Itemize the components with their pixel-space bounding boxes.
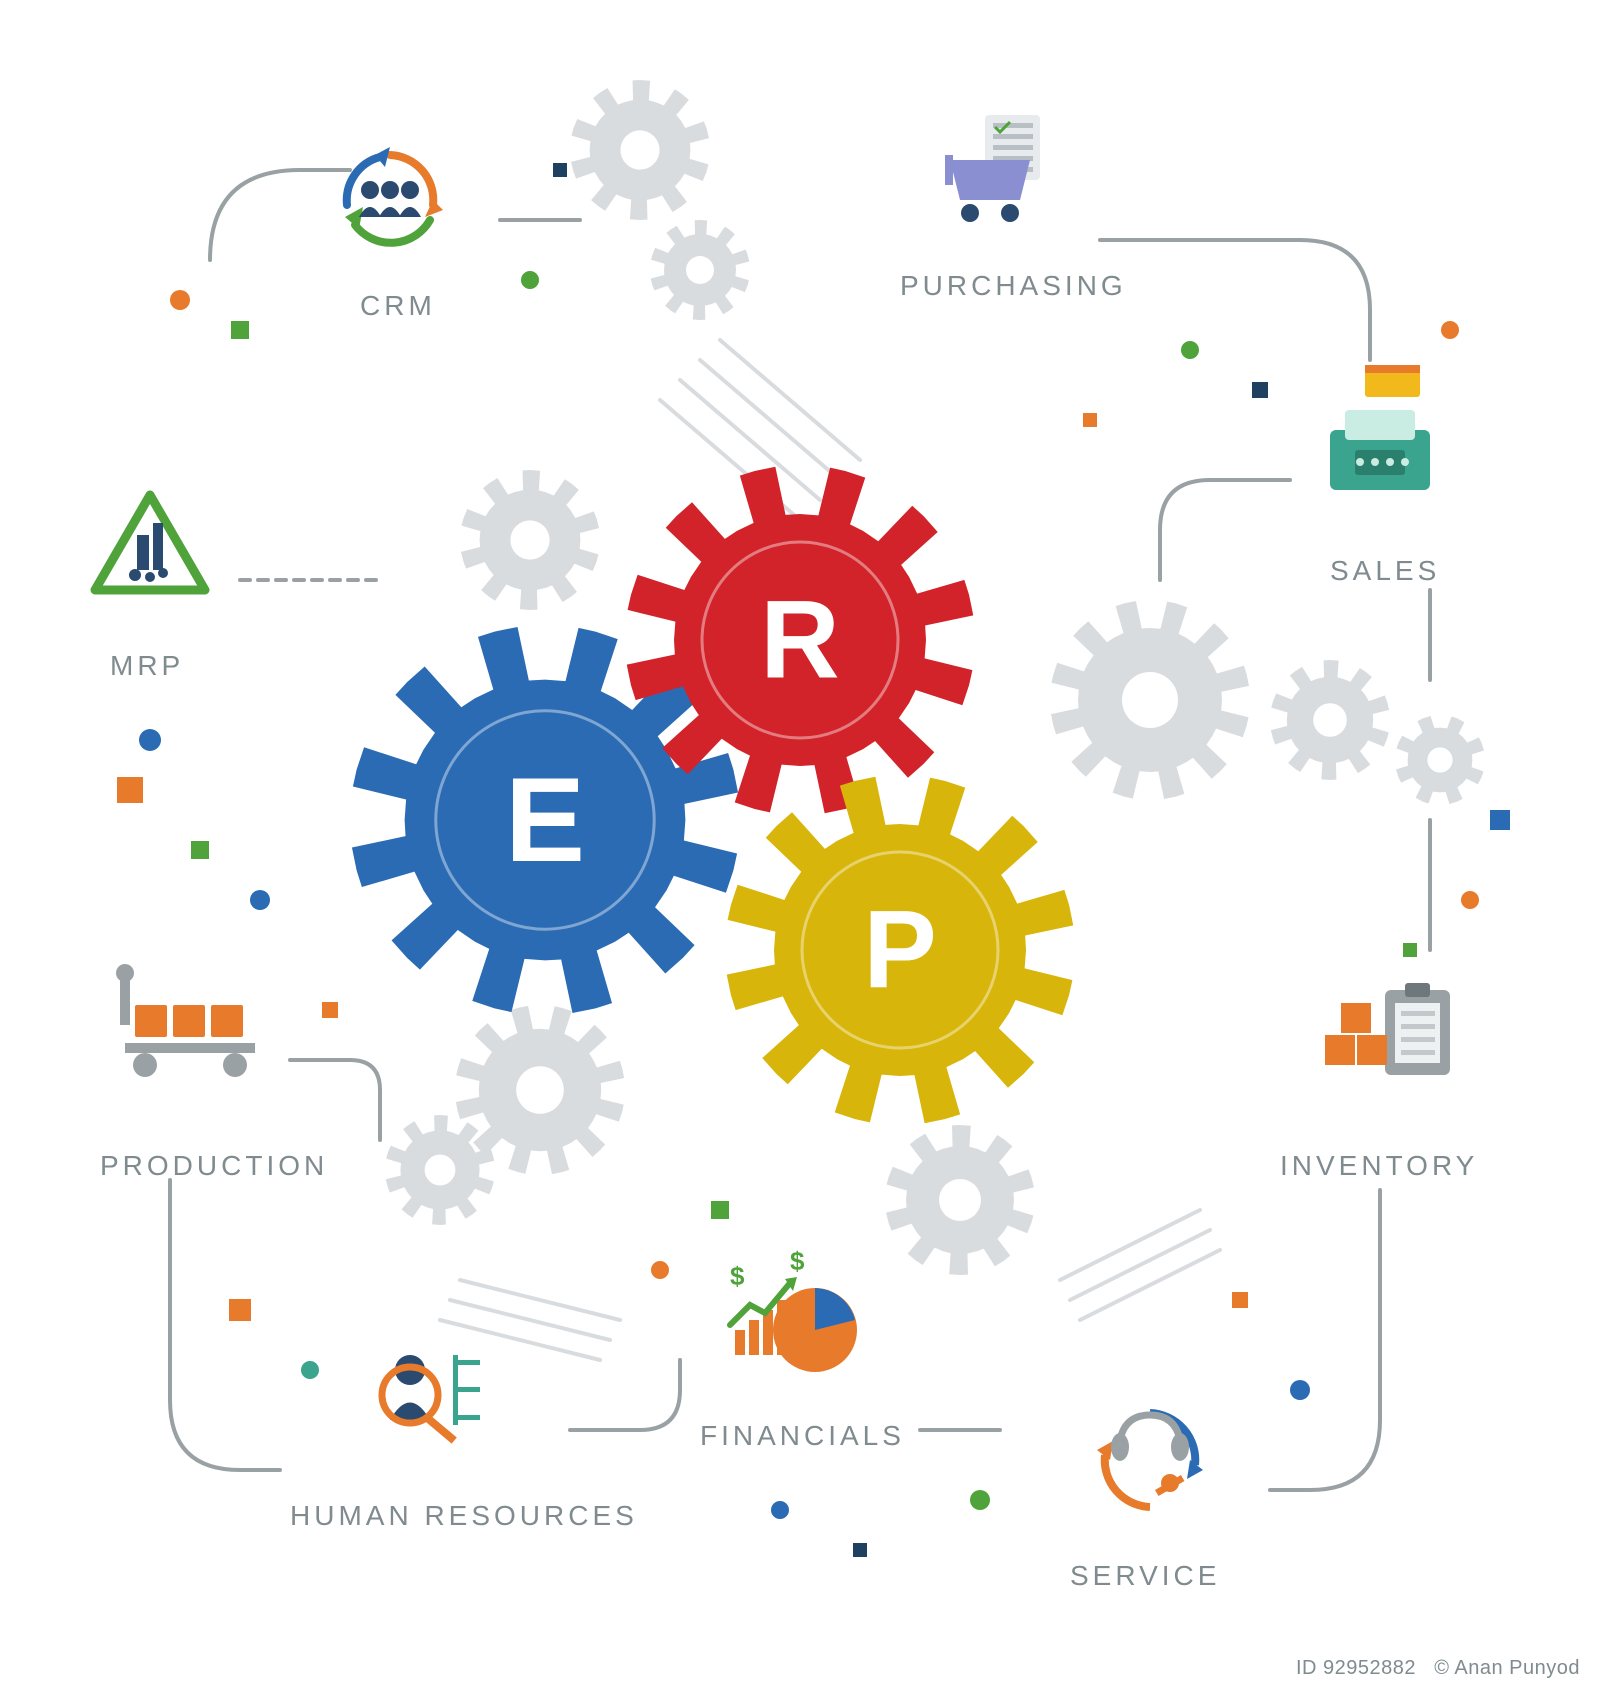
connector-line <box>460 1280 620 1320</box>
decor-square-icon <box>711 1201 729 1219</box>
label-purchasing: PURCHASING <box>900 270 1127 302</box>
decor-square-icon <box>231 321 249 339</box>
connector-line <box>290 1060 380 1140</box>
gear-letter-p: P <box>863 889 936 1012</box>
sales-icon <box>1330 365 1430 490</box>
production-icon <box>116 964 255 1077</box>
decor-square-icon <box>117 777 143 803</box>
gear-letter-e: E <box>505 753 585 887</box>
label-financials: FINANCIALS <box>700 1420 905 1452</box>
footer-author-text: © Anan Punyod <box>1434 1657 1580 1679</box>
decor-square-icon <box>191 841 209 859</box>
decor-square-icon <box>1083 413 1097 427</box>
erp-infographic: ERP $$ CRMPURCHASINGSALESMRPPRODUCTIONHU… <box>0 0 1600 1690</box>
footer-attribution: ID 92952882 © Anan Punyod <box>1296 1657 1580 1680</box>
service-icon <box>1097 1413 1203 1507</box>
hr-icon <box>382 1355 480 1444</box>
decor-square-icon <box>1403 943 1417 957</box>
svg-text:$: $ <box>730 1261 745 1291</box>
decor-dot-icon <box>1441 321 1459 339</box>
decor-dot-icon <box>1461 891 1479 909</box>
decor-dot-icon <box>771 1501 789 1519</box>
decor-dot-icon <box>250 890 270 910</box>
decor-dot-icon <box>139 729 161 751</box>
label-crm: CRM <box>360 290 436 322</box>
label-service: SERVICE <box>1070 1560 1220 1592</box>
connector-line <box>700 360 840 480</box>
decor-square-icon <box>229 1299 251 1321</box>
decor-square-icon <box>322 1002 338 1018</box>
purchasing-icon <box>945 115 1040 222</box>
connector-line <box>720 340 860 460</box>
decor-square-icon <box>1490 810 1510 830</box>
decor-dot-icon <box>521 271 539 289</box>
financials-icon: $$ <box>730 1246 857 1372</box>
connector-line <box>1270 1190 1380 1490</box>
connector-line <box>570 1360 680 1430</box>
connector-line <box>210 170 350 260</box>
label-production: PRODUCTION <box>100 1150 328 1182</box>
decor-dot-icon <box>170 290 190 310</box>
gear-letter-r: R <box>760 579 839 702</box>
label-hr: HUMAN RESOURCES <box>290 1500 638 1532</box>
connector-line <box>170 1180 280 1470</box>
decor-square-icon <box>853 1543 867 1557</box>
label-inventory: INVENTORY <box>1280 1150 1478 1182</box>
connector-line <box>440 1320 600 1360</box>
label-mrp: MRP <box>110 650 184 682</box>
footer-id-text: ID 92952882 <box>1296 1657 1416 1679</box>
decor-square-icon <box>553 163 567 177</box>
svg-text:$: $ <box>790 1246 805 1276</box>
decor-dot-icon <box>651 1261 669 1279</box>
decor-square-icon <box>1252 382 1268 398</box>
decor-dot-icon <box>1181 341 1199 359</box>
mrp-icon <box>95 495 205 590</box>
connector-line <box>1100 240 1370 360</box>
crm-icon <box>345 147 443 243</box>
connector-line <box>450 1300 610 1340</box>
decor-square-icon <box>1232 1292 1248 1308</box>
label-sales: SALES <box>1330 555 1440 587</box>
decor-dot-icon <box>301 1361 319 1379</box>
decor-dot-icon <box>1290 1380 1310 1400</box>
decor-dot-icon <box>970 1490 990 1510</box>
connector-line <box>1160 480 1290 580</box>
inventory-icon <box>1325 983 1450 1075</box>
